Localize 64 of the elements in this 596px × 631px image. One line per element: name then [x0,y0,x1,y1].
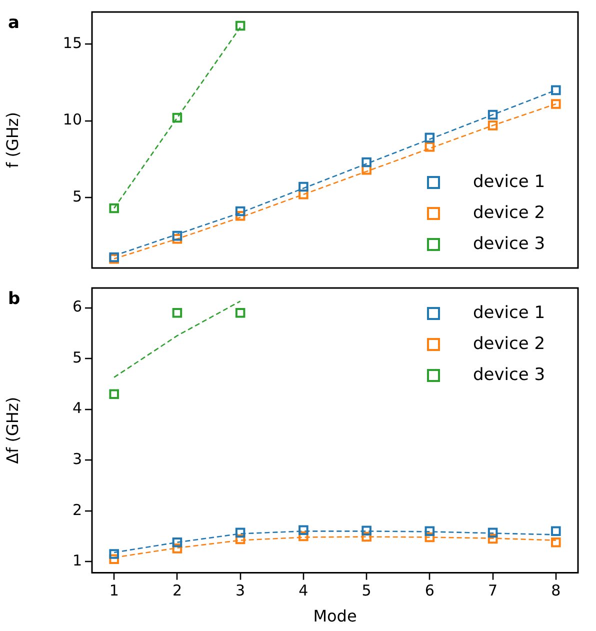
point [235,308,246,318]
point [488,110,498,120]
y-tick-label: 5 [72,187,82,206]
point [298,525,308,536]
y-tick-label: 2 [72,500,82,519]
point [551,85,561,96]
point [488,528,498,538]
point [298,190,308,200]
y-tick-label: 4 [72,399,82,418]
point [235,206,246,216]
point [488,120,498,130]
point [298,182,308,192]
point [172,234,182,244]
legend-label: device 2 [473,202,546,223]
x-tick-label: 6 [424,582,434,600]
y-tick-label: 6 [72,298,82,316]
point [235,210,246,221]
y-tick-label: 3 [72,450,82,468]
point [172,308,182,318]
x-tick-label: 7 [488,582,498,600]
point [109,554,119,564]
point [298,531,308,542]
legend-label: device 1 [473,172,546,192]
point [362,165,372,175]
point [362,157,372,168]
chart-title: a [8,12,20,33]
y-tick-label: 15 [62,34,82,52]
point [109,389,119,399]
point [172,544,182,554]
x-tick-label: 5 [362,582,372,600]
x-tick-label: 8 [551,582,561,600]
y-axis-title: f (GHz) [2,112,22,168]
x-axis-title: Mode [313,606,357,626]
legend-label: device 2 [473,334,546,354]
point [424,526,435,536]
point [109,203,119,214]
point [488,534,498,544]
legend-label: device 1 [473,302,546,323]
point [235,528,246,538]
point [424,142,435,152]
chart-title: b [8,288,20,309]
y-tick-label: 5 [72,348,82,366]
x-tick-label: 2 [172,582,182,600]
point [235,534,246,544]
x-tick-label: 1 [109,582,119,600]
y-axis-title: Δf (GHz) [2,396,22,464]
y-tick-label: 1 [72,552,82,570]
point [109,549,119,559]
point [172,112,182,123]
x-tick-label: 4 [298,582,308,600]
point [551,99,561,109]
point [551,537,561,548]
point [172,230,182,241]
point [235,20,246,31]
point [172,537,182,548]
y-tick-label: 10 [62,110,82,129]
legend-label: device 3 [473,364,546,385]
x-tick-label: 3 [236,582,246,600]
legend-label: device 3 [473,234,546,254]
point [362,526,372,536]
point [551,526,561,536]
point [424,532,435,542]
point [362,532,372,542]
point [424,132,435,143]
